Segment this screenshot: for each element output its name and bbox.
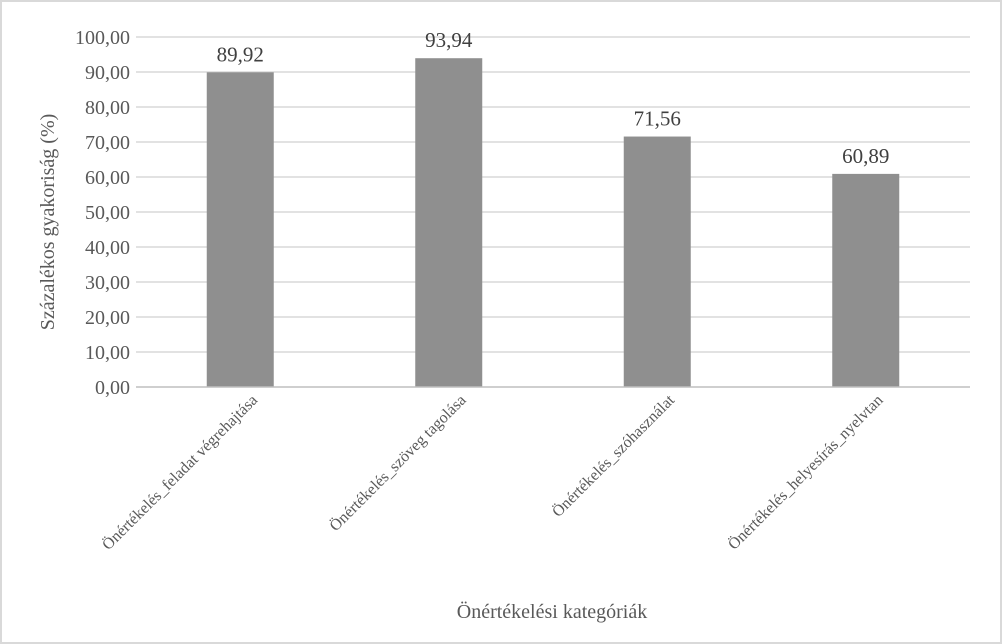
bar: [832, 173, 900, 387]
data-label: 89,92: [217, 42, 264, 66]
x-axis-title: Önértékelési kategóriák: [457, 600, 647, 623]
x-category-label: Önértékelés_helyesírás_nyelvtan: [724, 391, 886, 553]
data-labels: 89,92 93,94 71,56 60,89: [217, 28, 890, 168]
y-tick-label: 30,00: [85, 272, 130, 294]
y-tick-label: 10,00: [85, 342, 130, 364]
x-category-label: Önértékelés_szóhasználat: [548, 391, 678, 521]
y-axis-title: Százalékos gyakoriság (%): [37, 114, 59, 331]
x-axis-category-labels: Önértékelés_feladat végrehajtása Önértéke…: [99, 391, 887, 554]
y-tick-label: 40,00: [85, 237, 130, 259]
bars: [206, 58, 900, 388]
gridlines: [136, 36, 970, 353]
y-tick-label: 60,00: [85, 167, 130, 189]
x-category-label: Önértékelés_szöveg tagolása: [326, 391, 470, 535]
bar: [206, 72, 274, 387]
data-label: 93,94: [425, 28, 473, 52]
x-category-label: Önértékelés_feladat végrehajtása: [99, 391, 262, 554]
y-axis-tick-labels: 0,00 10,00 20,00 30,00 40,00 50,00 60,00 70,00 8…: [75, 27, 130, 399]
y-tick-label: 70,00: [85, 132, 130, 154]
bar: [415, 58, 483, 388]
y-tick-label: 100,00: [75, 27, 130, 49]
y-tick-label: 80,00: [85, 97, 130, 119]
y-tick-label: 20,00: [85, 307, 130, 329]
y-tick-label: 90,00: [85, 62, 130, 84]
y-tick-label: 50,00: [85, 202, 130, 224]
data-label: 60,89: [842, 144, 889, 168]
data-label: 71,56: [634, 107, 681, 131]
bar: [623, 136, 691, 387]
y-tick-label: 0,00: [95, 377, 130, 399]
